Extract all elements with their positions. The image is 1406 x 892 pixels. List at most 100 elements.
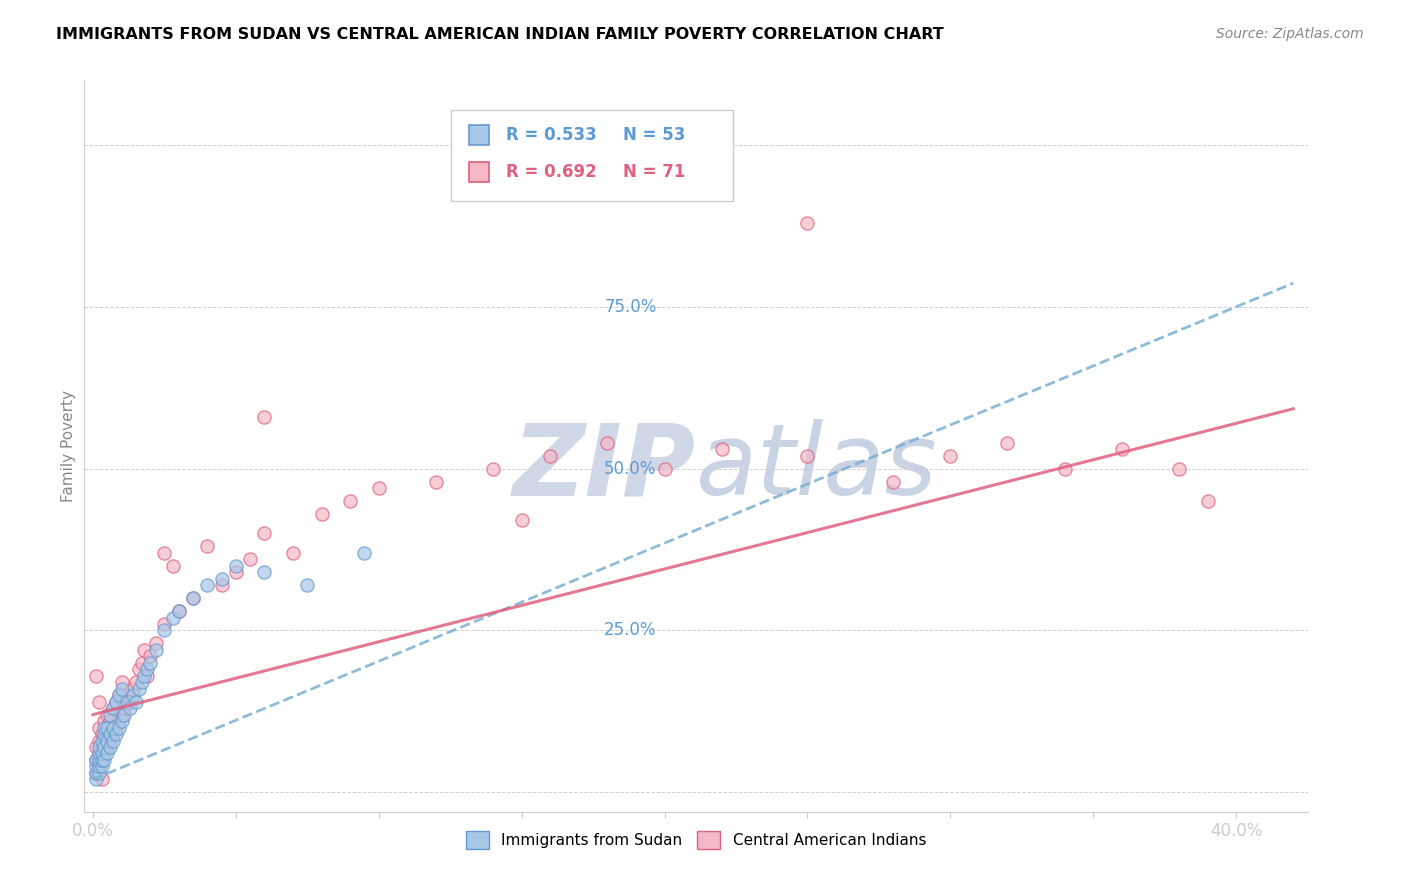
Point [510, 513, 533, 527]
Point [122, 681, 145, 696]
Point [110, 675, 132, 690]
Point [98, 739, 121, 754]
Point [90, 733, 112, 747]
Point [98, 707, 121, 722]
Text: R = 0.533: R = 0.533 [506, 126, 598, 145]
Point [93, 733, 115, 747]
Point [101, 721, 124, 735]
Point [90, 753, 112, 767]
Point [84, 765, 107, 780]
Point [211, 578, 233, 592]
Text: ZIP: ZIP [513, 419, 696, 516]
Point [90, 747, 112, 761]
Point [107, 688, 129, 702]
Point [195, 539, 218, 553]
Point [96, 727, 118, 741]
Point [104, 721, 127, 735]
Point [139, 649, 162, 664]
Point [882, 475, 904, 489]
Point [87, 753, 110, 767]
Point [93, 714, 115, 728]
Point [84, 739, 107, 754]
Point [162, 558, 184, 573]
Point [128, 662, 150, 676]
Text: 100.0%: 100.0% [605, 136, 668, 154]
Point [84, 772, 107, 787]
Text: 75.0%: 75.0% [605, 298, 657, 316]
Point [87, 721, 110, 735]
Legend: Immigrants from Sudan, Central American Indians: Immigrants from Sudan, Central American … [460, 824, 932, 855]
Y-axis label: Family Poverty: Family Poverty [60, 390, 76, 502]
Text: 25.0%: 25.0% [605, 622, 657, 640]
Point [87, 765, 110, 780]
Point [110, 681, 132, 696]
Point [112, 707, 135, 722]
Point [425, 475, 447, 489]
Point [167, 604, 190, 618]
Point [1168, 461, 1191, 475]
Point [654, 461, 676, 475]
Point [796, 216, 818, 230]
Text: N = 71: N = 71 [623, 162, 685, 181]
Point [225, 566, 247, 580]
Point [101, 701, 124, 715]
Point [297, 578, 319, 592]
Point [139, 656, 162, 670]
Point [90, 727, 112, 741]
Point [153, 624, 176, 638]
Point [125, 675, 148, 690]
Point [134, 669, 156, 683]
Point [1111, 442, 1133, 457]
Point [1053, 461, 1076, 475]
Point [87, 747, 110, 761]
Point [110, 714, 132, 728]
Point [136, 662, 159, 676]
Point [104, 695, 127, 709]
Point [195, 578, 218, 592]
Point [253, 566, 276, 580]
Point [122, 688, 145, 702]
Point [96, 739, 118, 754]
Point [482, 461, 505, 475]
Point [93, 739, 115, 754]
Point [162, 610, 184, 624]
Point [339, 494, 361, 508]
Point [239, 552, 262, 566]
Point [997, 435, 1019, 450]
Point [596, 435, 619, 450]
Point [131, 656, 153, 670]
Text: atlas: atlas [696, 419, 938, 516]
Point [153, 617, 176, 632]
Point [796, 449, 818, 463]
Point [96, 707, 118, 722]
Point [131, 675, 153, 690]
Point [107, 688, 129, 702]
Point [96, 721, 118, 735]
Point [87, 695, 110, 709]
Point [253, 526, 276, 541]
Point [98, 727, 121, 741]
Point [90, 739, 112, 754]
Point [145, 636, 167, 650]
FancyBboxPatch shape [451, 110, 733, 201]
Point [367, 481, 389, 495]
Point [125, 695, 148, 709]
Point [90, 772, 112, 787]
Point [120, 695, 142, 709]
Point [101, 733, 124, 747]
Point [115, 688, 138, 702]
Point [87, 759, 110, 773]
Point [225, 558, 247, 573]
Point [134, 643, 156, 657]
Point [98, 733, 121, 747]
Text: N = 53: N = 53 [623, 126, 685, 145]
Point [211, 572, 233, 586]
Point [145, 643, 167, 657]
Point [104, 727, 127, 741]
Point [939, 449, 962, 463]
Point [153, 546, 176, 560]
Point [93, 753, 115, 767]
Text: IMMIGRANTS FROM SUDAN VS CENTRAL AMERICAN INDIAN FAMILY POVERTY CORRELATION CHAR: IMMIGRANTS FROM SUDAN VS CENTRAL AMERICA… [56, 27, 943, 42]
Point [93, 721, 115, 735]
Point [353, 546, 375, 560]
